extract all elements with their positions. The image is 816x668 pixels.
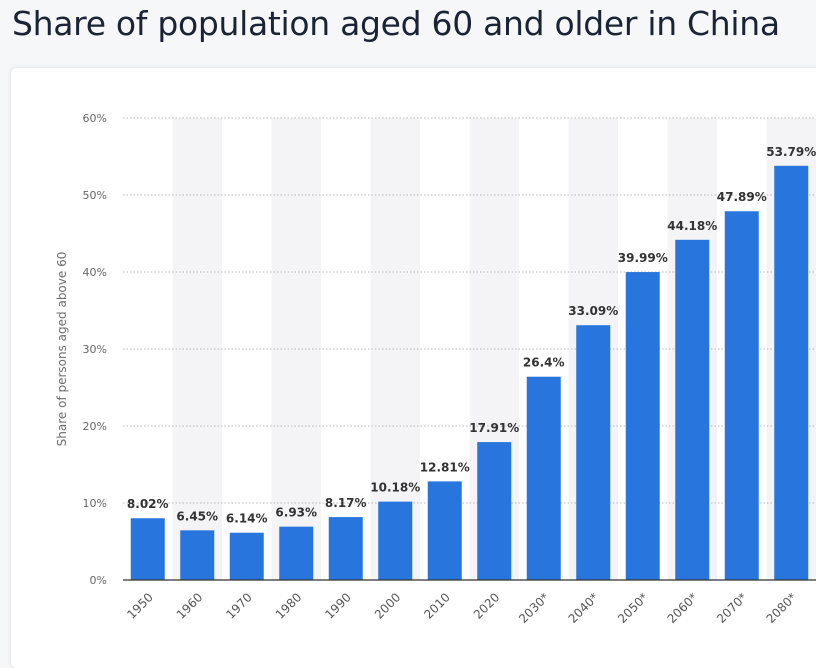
- x-tick-label: 2000: [372, 590, 403, 621]
- data-label: 39.99%: [618, 251, 668, 265]
- x-tick-label: 2030*: [516, 590, 552, 626]
- data-label: 6.14%: [226, 512, 268, 526]
- data-label: 8.02%: [127, 497, 169, 511]
- bar: [329, 517, 363, 580]
- x-tick-label: 2040*: [566, 590, 602, 626]
- y-tick-label: 10%: [83, 497, 107, 510]
- bar: [576, 325, 610, 580]
- bar: [477, 442, 511, 580]
- bar: [180, 530, 214, 580]
- bar: [675, 240, 709, 580]
- data-label: 53.79%: [766, 145, 816, 159]
- data-label: 44.18%: [667, 219, 717, 233]
- x-tick-label: 2070*: [714, 590, 750, 626]
- data-label: 17.91%: [469, 421, 519, 435]
- y-tick-label: 30%: [83, 343, 107, 356]
- x-tick-label: 2050*: [615, 590, 651, 626]
- x-tick-label: 1980: [273, 590, 304, 621]
- bar: [527, 377, 561, 580]
- data-label: 8.17%: [325, 496, 367, 510]
- bar: [279, 527, 313, 580]
- x-tick-label: 2060*: [665, 590, 701, 626]
- y-axis-label: Share of persons aged above 60: [55, 252, 69, 447]
- y-tick-label: 0%: [90, 574, 107, 587]
- bar: [725, 211, 759, 580]
- x-tick-label: 1970: [223, 590, 254, 621]
- data-label: 12.81%: [420, 460, 470, 474]
- bar: [378, 502, 412, 580]
- data-label: 10.18%: [370, 481, 420, 495]
- x-tick-label: 2010: [421, 590, 452, 621]
- bar: [230, 533, 264, 580]
- data-label: 47.89%: [717, 190, 767, 204]
- x-axis-ticks: 1950 1960 1970 1980 1990 2000 2010 2020 2030* 204…: [124, 590, 799, 626]
- chart-card: 0% 10% 20% 30% 40% 50% 60% 8.02% 6.45% 6.14% 6.93…: [11, 68, 816, 668]
- y-tick-label: 50%: [83, 189, 107, 202]
- y-tick-label: 40%: [83, 266, 107, 279]
- x-tick-label: 2080*: [764, 590, 800, 626]
- bar: [774, 166, 808, 580]
- bar: [131, 518, 165, 580]
- data-label: 6.45%: [176, 509, 218, 523]
- data-label: 26.4%: [523, 356, 565, 370]
- x-tick-label: 2020: [471, 590, 502, 621]
- y-axis-ticks: 0% 10% 20% 30% 40% 50% 60%: [83, 112, 107, 587]
- bar-chart: 0% 10% 20% 30% 40% 50% 60% 8.02% 6.45% 6.14% 6.93…: [11, 68, 816, 641]
- x-tick-label: 1950: [124, 590, 155, 621]
- x-tick-label: 1960: [174, 590, 205, 621]
- data-label: 6.93%: [275, 506, 317, 520]
- y-tick-label: 20%: [83, 420, 107, 433]
- data-label: 33.09%: [568, 304, 618, 318]
- bar: [428, 481, 462, 580]
- page-title: Share of population aged 60 and older in…: [12, 4, 780, 43]
- bar: [626, 272, 660, 580]
- y-tick-label: 60%: [83, 112, 107, 125]
- x-tick-label: 1990: [322, 590, 353, 621]
